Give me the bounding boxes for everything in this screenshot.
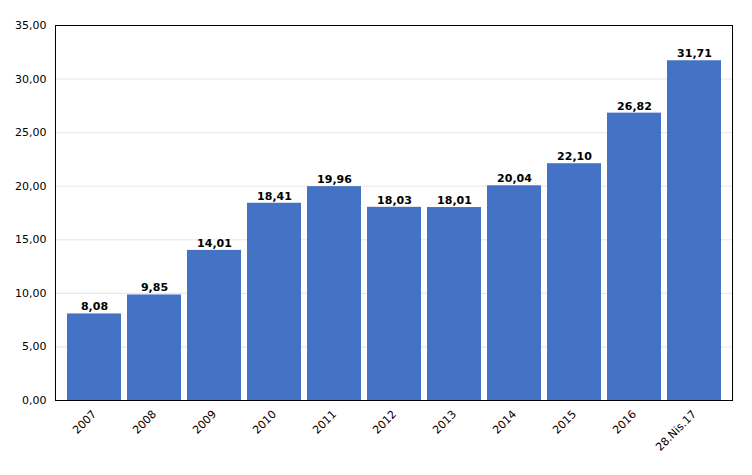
svg-text:26,82: 26,82	[617, 100, 652, 113]
svg-text:31,71: 31,71	[677, 47, 712, 60]
svg-text:18,41: 18,41	[257, 190, 292, 203]
svg-text:2012: 2012	[370, 408, 399, 437]
svg-text:2015: 2015	[550, 408, 579, 437]
svg-text:2016: 2016	[610, 408, 639, 437]
svg-text:18,01: 18,01	[437, 194, 472, 207]
svg-text:2008: 2008	[130, 408, 159, 437]
svg-text:2014: 2014	[490, 408, 519, 437]
svg-text:30,00: 30,00	[15, 73, 47, 86]
svg-text:2011: 2011	[310, 408, 339, 437]
svg-text:9,85: 9,85	[141, 281, 168, 294]
svg-text:22,10: 22,10	[557, 150, 592, 163]
svg-text:28.Nis.17: 28.Nis.17	[653, 408, 699, 454]
svg-text:2007: 2007	[70, 408, 99, 437]
svg-text:2013: 2013	[430, 408, 459, 437]
svg-text:10,00: 10,00	[15, 287, 47, 300]
svg-text:2010: 2010	[250, 408, 279, 437]
svg-text:25,00: 25,00	[15, 126, 47, 139]
svg-text:2009: 2009	[190, 408, 219, 437]
svg-text:14,01: 14,01	[197, 237, 232, 250]
svg-text:19,96: 19,96	[317, 173, 352, 186]
svg-text:8,08: 8,08	[81, 300, 108, 313]
svg-text:0,00: 0,00	[22, 394, 47, 407]
svg-text:35,00: 35,00	[15, 19, 47, 32]
svg-text:20,04: 20,04	[497, 172, 532, 185]
svg-text:20,00: 20,00	[15, 180, 47, 193]
svg-text:18,03: 18,03	[377, 194, 412, 207]
svg-text:15,00: 15,00	[15, 233, 47, 246]
svg-text:5,00: 5,00	[22, 340, 47, 353]
